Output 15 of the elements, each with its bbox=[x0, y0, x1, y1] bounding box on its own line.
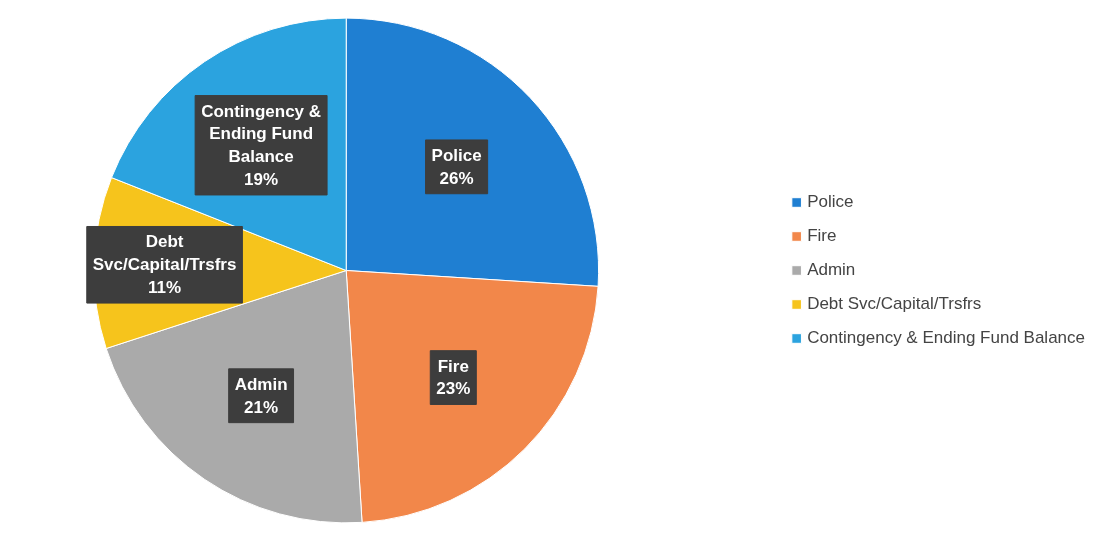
legend-label: Contingency & Ending Fund Balance bbox=[807, 328, 1085, 348]
legend-label: Police bbox=[807, 192, 854, 212]
data-label: 11% bbox=[148, 278, 182, 298]
data-label: 23% bbox=[436, 379, 471, 399]
data-label: 26% bbox=[439, 168, 474, 188]
data-label: 21% bbox=[244, 397, 279, 417]
slice-label: Admin bbox=[234, 374, 288, 394]
slice-label: Debt Svc/Capital/Trsfrs bbox=[92, 232, 237, 275]
slice-label: Fire bbox=[437, 356, 469, 376]
slice-label: Police bbox=[431, 145, 482, 165]
slice-label: Contingency & Ending Fund Balance bbox=[201, 101, 322, 167]
legend-label: Admin bbox=[807, 260, 856, 280]
legend-label: Debt Svc/Capital/Trsfrs bbox=[807, 294, 982, 314]
data-label: 19% bbox=[244, 169, 279, 189]
legend-label: Fire bbox=[807, 226, 837, 246]
